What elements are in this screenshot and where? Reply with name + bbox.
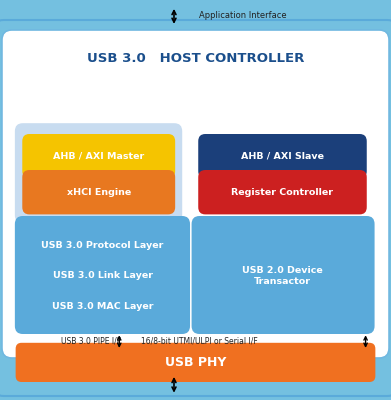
Text: USB 3.0   HOST CONTROLLER: USB 3.0 HOST CONTROLLER: [87, 52, 304, 64]
FancyBboxPatch shape: [198, 225, 367, 327]
Text: USB 2.0 Device
Transactor: USB 2.0 Device Transactor: [242, 266, 323, 286]
FancyBboxPatch shape: [198, 170, 367, 214]
FancyBboxPatch shape: [22, 256, 183, 296]
Text: AHB / AXI Slave: AHB / AXI Slave: [241, 152, 324, 161]
FancyBboxPatch shape: [22, 225, 183, 265]
FancyBboxPatch shape: [22, 286, 183, 327]
FancyBboxPatch shape: [0, 20, 391, 396]
FancyBboxPatch shape: [198, 134, 367, 178]
FancyBboxPatch shape: [22, 134, 175, 178]
Text: AHB / AXI Master: AHB / AXI Master: [53, 152, 144, 161]
Text: USB 3.0 Link Layer: USB 3.0 Link Layer: [53, 271, 152, 280]
FancyBboxPatch shape: [16, 343, 375, 382]
Text: xHCI Engine: xHCI Engine: [66, 188, 131, 197]
FancyBboxPatch shape: [15, 216, 190, 334]
Text: USB 3.0 MAC Layer: USB 3.0 MAC Layer: [52, 302, 153, 311]
FancyBboxPatch shape: [2, 30, 389, 358]
Text: Register Controller: Register Controller: [231, 188, 334, 197]
Text: USB 3.0 Protocol Layer: USB 3.0 Protocol Layer: [41, 240, 164, 250]
Text: Application Interface: Application Interface: [199, 12, 287, 20]
Text: USB 3.0 PIPE I/F: USB 3.0 PIPE I/F: [61, 337, 121, 346]
Text: USB PHY: USB PHY: [165, 356, 226, 369]
FancyBboxPatch shape: [22, 170, 175, 214]
FancyBboxPatch shape: [15, 123, 182, 223]
FancyBboxPatch shape: [192, 216, 375, 334]
Text: 16/8-bit UTMI/ULPI or Serial I/F: 16/8-bit UTMI/ULPI or Serial I/F: [141, 337, 258, 346]
